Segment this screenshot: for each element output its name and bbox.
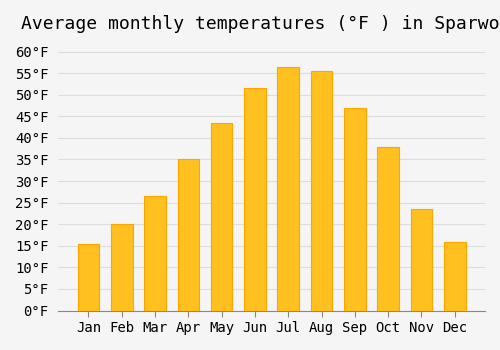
Bar bbox=[78, 244, 100, 310]
Bar bbox=[310, 71, 332, 310]
Bar bbox=[244, 88, 266, 310]
Bar bbox=[344, 108, 366, 310]
Bar bbox=[278, 66, 299, 310]
Bar bbox=[410, 209, 432, 310]
Bar bbox=[211, 123, 233, 310]
Bar bbox=[378, 147, 399, 310]
Bar bbox=[178, 160, 199, 310]
Bar bbox=[111, 224, 132, 310]
Title: Average monthly temperatures (°F ) in Sparwood: Average monthly temperatures (°F ) in Sp… bbox=[22, 15, 500, 33]
Bar bbox=[144, 196, 166, 310]
Bar bbox=[444, 241, 466, 310]
